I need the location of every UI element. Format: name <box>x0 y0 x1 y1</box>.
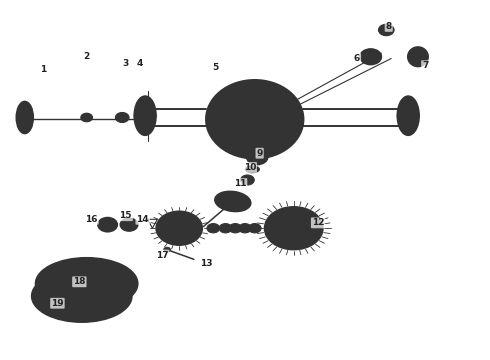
Text: 8: 8 <box>386 22 392 31</box>
Circle shape <box>378 24 394 36</box>
Circle shape <box>69 303 76 308</box>
Circle shape <box>116 112 129 122</box>
Text: 16: 16 <box>85 215 98 224</box>
Circle shape <box>81 113 93 122</box>
Ellipse shape <box>44 263 129 304</box>
Text: 2: 2 <box>83 52 90 61</box>
Text: 15: 15 <box>120 211 132 220</box>
Text: 6: 6 <box>354 54 360 63</box>
Circle shape <box>98 259 104 264</box>
Ellipse shape <box>39 275 124 317</box>
Circle shape <box>219 224 232 233</box>
Circle shape <box>46 294 52 300</box>
Text: 18: 18 <box>73 277 86 286</box>
Text: 4: 4 <box>137 59 144 68</box>
Ellipse shape <box>215 191 251 212</box>
Text: 12: 12 <box>312 219 324 228</box>
Ellipse shape <box>245 166 259 172</box>
Ellipse shape <box>408 47 428 67</box>
Circle shape <box>246 149 268 165</box>
Text: 7: 7 <box>422 61 428 70</box>
Ellipse shape <box>32 270 132 322</box>
Ellipse shape <box>265 207 323 249</box>
Text: 9: 9 <box>256 149 263 158</box>
Circle shape <box>46 267 52 273</box>
Circle shape <box>121 294 127 300</box>
Ellipse shape <box>206 80 303 158</box>
Circle shape <box>241 175 254 185</box>
Circle shape <box>360 49 381 64</box>
Circle shape <box>37 281 44 286</box>
Text: 17: 17 <box>156 251 169 260</box>
Text: 1: 1 <box>40 65 46 74</box>
Text: 3: 3 <box>122 59 129 68</box>
Text: 11: 11 <box>234 179 246 188</box>
Circle shape <box>239 224 251 233</box>
Circle shape <box>98 303 104 308</box>
Circle shape <box>248 224 261 233</box>
Ellipse shape <box>16 102 33 134</box>
Text: 14: 14 <box>136 215 149 224</box>
Circle shape <box>164 247 171 252</box>
Text: 5: 5 <box>213 63 219 72</box>
Circle shape <box>120 218 138 231</box>
Ellipse shape <box>156 211 202 245</box>
Ellipse shape <box>134 96 156 135</box>
Circle shape <box>69 259 76 264</box>
Circle shape <box>129 281 136 286</box>
Circle shape <box>207 224 220 233</box>
Text: 10: 10 <box>244 163 256 172</box>
Circle shape <box>98 217 117 232</box>
Ellipse shape <box>397 96 419 135</box>
Text: 19: 19 <box>51 299 64 308</box>
Ellipse shape <box>35 258 138 310</box>
Circle shape <box>229 224 242 233</box>
Text: 13: 13 <box>200 260 212 269</box>
Circle shape <box>121 267 127 273</box>
